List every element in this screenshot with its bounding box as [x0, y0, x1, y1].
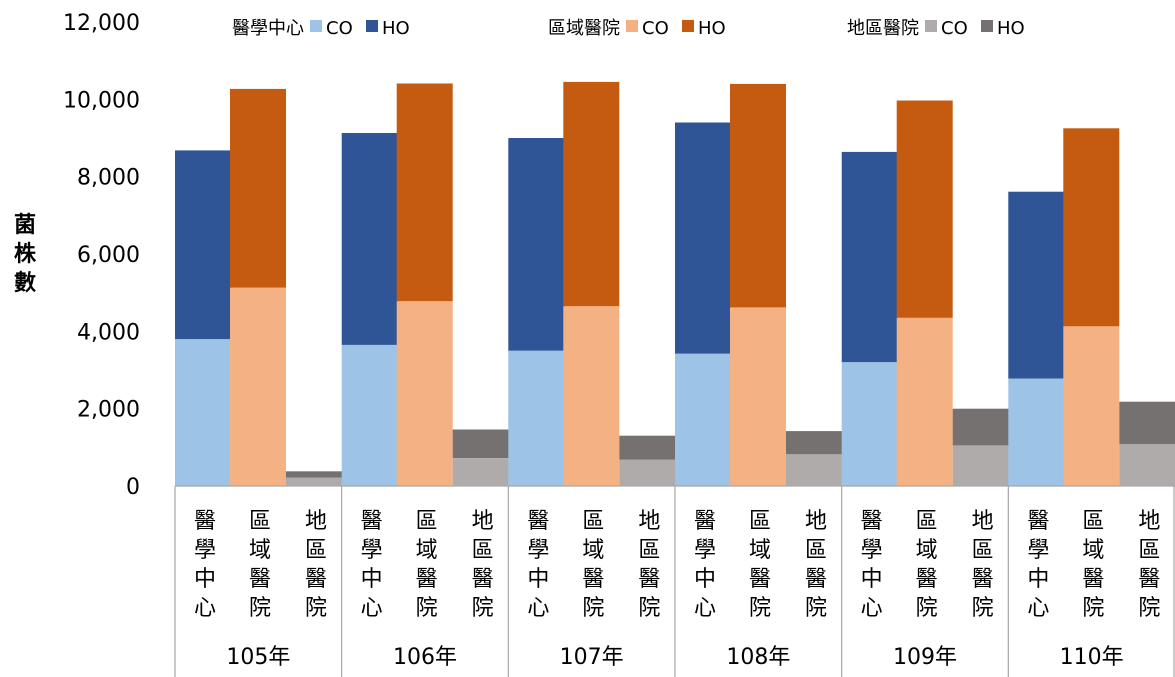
- year-label: 108年: [726, 645, 790, 670]
- bar-segment: [730, 83, 786, 308]
- y-tick-label: 0: [126, 475, 140, 500]
- legend-swatch: [626, 20, 638, 32]
- legend-item-label: CO: [326, 18, 353, 39]
- bar-segment: [1063, 128, 1120, 327]
- bar-segment: [896, 100, 953, 318]
- bar-segment: [175, 339, 231, 486]
- bar-segment: [952, 445, 1009, 486]
- bar-segment: [730, 307, 786, 486]
- category-label: 地區醫院: [1138, 509, 1160, 621]
- bar-segment: [896, 317, 953, 486]
- bar-segment: [563, 306, 620, 486]
- y-tick-label: 10,000: [63, 88, 140, 113]
- legend-item-label: HO: [698, 18, 726, 39]
- category-label: 區域醫院: [1082, 509, 1104, 621]
- legend-group-label: 區域醫院: [548, 18, 620, 39]
- legend-item-label: CO: [941, 18, 968, 39]
- bar-segment: [619, 435, 676, 460]
- year-label: 110年: [1060, 645, 1124, 670]
- y-tick-label: 4,000: [77, 320, 140, 345]
- bar-segment: [286, 471, 342, 478]
- bars: [175, 81, 1175, 486]
- bar-segment: [786, 431, 842, 455]
- category-label: 醫學中心: [361, 509, 383, 621]
- category-label: 區域醫院: [416, 509, 438, 621]
- legend-item-label: HO: [382, 18, 410, 39]
- category-label: 區域醫院: [749, 509, 771, 621]
- year-label: 107年: [560, 645, 624, 670]
- category-label: 地區醫院: [638, 509, 660, 621]
- y-tick-label: 12,000: [63, 11, 140, 36]
- bar-segment: [1008, 191, 1065, 379]
- bar-segment: [563, 81, 620, 307]
- category-label: 醫學中心: [1027, 509, 1049, 621]
- bar-segment: [396, 83, 453, 302]
- category-label: 醫學中心: [861, 509, 883, 621]
- x-axis: 醫學中心 區域醫院 地區醫院 105年 醫學中心 區域醫院 地區醫院 106年 醫學中心 區域醫院…: [174, 485, 1175, 677]
- y-axis-label: 菌株數: [14, 213, 37, 296]
- bar-segment: [1008, 378, 1065, 486]
- category-label: 地區醫院: [305, 509, 327, 621]
- category-label: 醫學中心: [194, 509, 216, 621]
- bar-segment: [952, 408, 1009, 446]
- category-label: 區域醫院: [249, 509, 271, 621]
- bar-segment: [452, 458, 509, 486]
- bar-segment: [230, 287, 286, 486]
- bar-segment: [230, 88, 286, 288]
- bar-segment: [1063, 326, 1120, 486]
- legend-swatch: [981, 20, 993, 32]
- y-tick-label: 6,000: [77, 243, 140, 268]
- category-label: 醫學中心: [694, 509, 716, 621]
- category-label: 地區醫院: [472, 509, 494, 621]
- legend-swatch: [682, 20, 694, 32]
- bar-segment: [508, 350, 565, 486]
- year-label: 105年: [226, 645, 290, 670]
- category-label: 地區醫院: [972, 509, 994, 621]
- category-label: 區域醫院: [582, 509, 604, 621]
- legend: 醫學中心 CO HO 區域醫院 CO HO 地區醫院 CO HO: [232, 18, 1025, 39]
- legend-swatch: [310, 20, 322, 32]
- legend-item-label: HO: [997, 18, 1025, 39]
- bar-segment: [1119, 444, 1175, 486]
- legend-group-label: 地區醫院: [847, 18, 919, 39]
- bar-segment: [175, 150, 231, 340]
- legend-item-label: CO: [642, 18, 669, 39]
- bar-segment: [675, 122, 731, 354]
- year-label: 109年: [893, 645, 957, 670]
- bar-segment: [1119, 401, 1175, 445]
- bar-segment: [786, 454, 842, 486]
- bar-segment: [452, 429, 509, 459]
- year-label: 106年: [393, 645, 457, 670]
- y-axis-ticks: 0 2,000 4,000 6,000 8,000 10,000 12,000: [63, 11, 140, 500]
- bar-segment: [341, 344, 398, 486]
- y-tick-label: 8,000: [77, 166, 140, 191]
- bar-segment: [619, 459, 676, 486]
- legend-group-label: 醫學中心: [232, 18, 304, 39]
- bar-segment: [341, 133, 398, 345]
- y-tick-label: 2,000: [77, 398, 140, 423]
- legend-swatch: [366, 20, 378, 32]
- category-label: 區域醫院: [916, 509, 938, 621]
- bar-segment: [286, 477, 342, 486]
- category-label: 地區醫院: [805, 509, 827, 621]
- bar-segment: [841, 151, 898, 363]
- bar-segment: [675, 353, 731, 486]
- category-label: 醫學中心: [527, 509, 549, 621]
- bar-segment: [841, 362, 898, 486]
- bar-segment: [508, 138, 565, 351]
- bar-segment: [396, 301, 453, 486]
- legend-swatch: [925, 20, 937, 32]
